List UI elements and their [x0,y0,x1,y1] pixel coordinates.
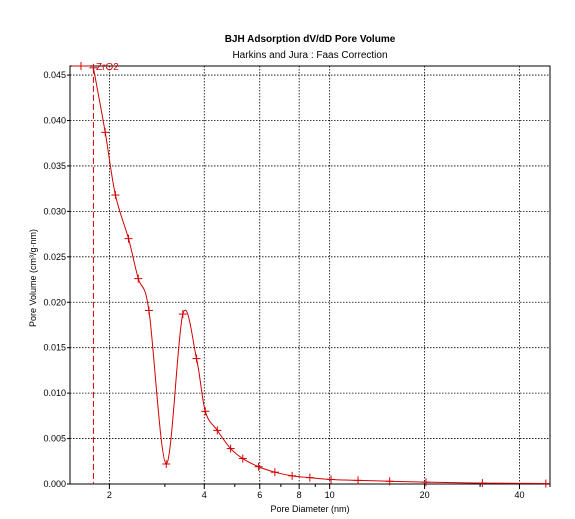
y-tick-label: 0.045 [43,70,66,80]
legend: ZrO2 [72,62,119,73]
data-point [541,479,550,488]
data-point [192,354,201,363]
data-point [254,462,263,471]
x-axis-label: Pore Diameter (nm) [270,504,349,514]
data-point [354,476,363,485]
data-point [305,473,314,482]
legend-label: ZrO2 [96,62,119,73]
y-tick-label: 0.005 [43,434,66,444]
x-tick-label: 20 [420,490,430,500]
plot-area [70,66,550,484]
data-point [144,306,153,315]
y-tick-label: 0.020 [43,297,66,307]
data-point [288,471,297,480]
x-tick-label: 40 [514,490,524,500]
grid [70,66,550,484]
y-tick-label: 0.010 [43,388,66,398]
y-tick-label: 0.035 [43,161,66,171]
x-axis: 2 4 6 8 10 20 40 [107,484,551,500]
x-tick-label: 8 [297,490,302,500]
y-axis: 0.000 0.005 0.010 0.015 0.020 0.025 0.030 0.035… [43,70,70,489]
x-tick-label: 2 [107,490,112,500]
data-point [124,234,133,243]
data-point [89,63,98,72]
chart-subtitle: Harkins and Jura : Faas Correction [232,50,387,61]
x-tick-label: 10 [325,490,335,500]
y-axis-label: Pore Volume (cm³/g·nm) [28,229,38,327]
y-tick-label: 0.040 [43,116,66,126]
data-point [201,407,210,416]
legend-marker [77,62,85,70]
y-tick-label: 0.015 [43,343,66,353]
y-tick-label: 0.000 [43,479,66,489]
y-tick-label: 0.030 [43,206,66,216]
data-point [134,274,143,283]
y-tick-label: 0.025 [43,252,66,262]
data-point [238,454,247,463]
data-point [385,477,394,486]
data-point [270,468,279,477]
chart-title: BJH Adsorption dV/dD Pore Volume [225,34,396,45]
data-point [101,128,110,137]
data-point [226,444,235,453]
data-point [213,426,222,435]
data-point [111,191,120,200]
plot-frame [69,65,551,485]
series-layer [89,63,550,488]
data-point [178,310,187,319]
data-point [162,460,171,469]
data-point [421,478,430,487]
data-point [327,475,336,484]
data-point [478,479,487,488]
x-tick-label: 4 [202,490,207,500]
x-tick-label: 6 [257,490,262,500]
